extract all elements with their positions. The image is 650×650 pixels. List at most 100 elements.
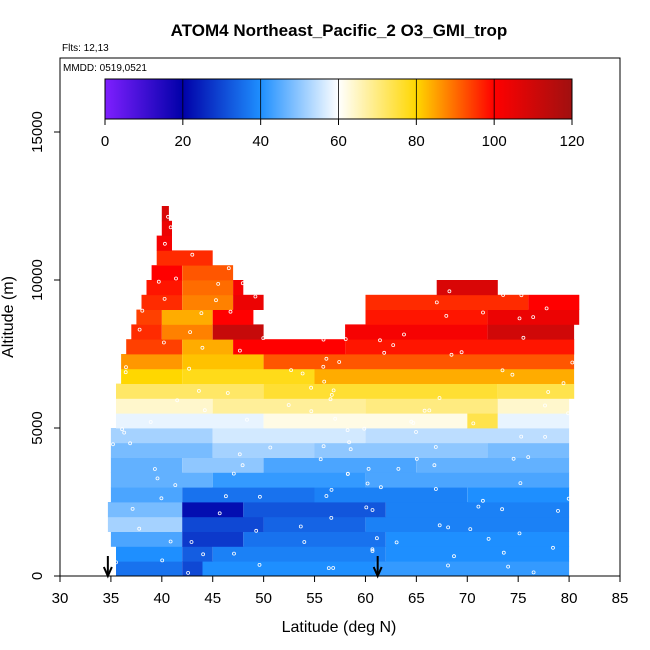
sample-marker	[298, 524, 303, 529]
colorbar-tick-label: 100	[482, 133, 507, 150]
sample-marker	[556, 508, 560, 513]
sample-marker	[543, 403, 547, 408]
sample-marker	[331, 388, 336, 393]
sample-marker	[309, 385, 314, 390]
sample-marker	[437, 396, 442, 400]
sample-marker	[333, 416, 338, 421]
sample-marker	[561, 381, 566, 386]
sample-marker	[326, 566, 331, 570]
sample-marker	[331, 566, 336, 570]
sample-marker	[345, 471, 350, 476]
sample-marker	[546, 390, 551, 394]
heatmap-cell	[375, 561, 570, 577]
sample-marker	[365, 481, 370, 486]
sample-marker	[348, 447, 353, 452]
sample-marker	[481, 310, 485, 315]
colorbar-tick-label: 60	[330, 133, 347, 150]
sample-marker	[200, 345, 205, 350]
sample-marker	[370, 508, 375, 512]
sample-marker	[378, 485, 383, 490]
colorbar-tick-label: 0	[101, 133, 109, 150]
heatmap-cell	[182, 265, 234, 281]
sample-marker	[382, 350, 387, 355]
heatmap-cell	[467, 487, 570, 503]
sample-marker	[566, 411, 570, 416]
x-tick-label: 40	[153, 590, 170, 607]
sample-marker	[511, 456, 516, 461]
sample-marker	[137, 526, 142, 531]
sample-marker	[366, 466, 371, 471]
sample-marker	[459, 350, 464, 355]
y-tick-label: 10000	[29, 259, 46, 301]
sample-marker	[566, 496, 571, 501]
sample-marker	[202, 408, 207, 413]
heatmap-cell	[182, 280, 234, 296]
heatmap-cell	[365, 294, 529, 310]
sample-marker	[268, 445, 273, 450]
sample-marker	[329, 392, 334, 397]
heatmap-cell	[151, 265, 183, 281]
heatmap-cell	[314, 487, 468, 503]
sample-marker	[446, 563, 450, 568]
heatmap-cell	[385, 546, 570, 562]
sample-marker	[240, 281, 245, 286]
heatmap-cell	[436, 280, 498, 296]
sample-marker	[302, 540, 307, 544]
sample-marker	[245, 417, 249, 422]
sample-marker	[531, 315, 536, 320]
sample-marker	[189, 540, 194, 544]
heatmap-cell	[385, 531, 570, 547]
sample-marker	[321, 337, 326, 342]
sample-marker	[156, 279, 161, 284]
heatmap-cell	[263, 413, 468, 429]
sample-marker	[500, 368, 505, 373]
sample-marker	[531, 570, 536, 575]
sample-marker	[518, 481, 523, 486]
sample-marker	[186, 571, 191, 575]
colorbar-ticks: 0 20 40 60 80 100 120	[101, 79, 585, 150]
heatmap-cell	[156, 250, 213, 266]
sample-marker	[257, 494, 262, 499]
heatmap-cell	[182, 354, 264, 370]
colorbar-tick-label: 120	[559, 133, 584, 150]
heatmap-cell	[116, 413, 264, 429]
sample-marker	[347, 440, 352, 445]
x-tick-label: 85	[612, 590, 629, 607]
sample-marker	[168, 539, 173, 544]
sample-marker	[228, 309, 233, 314]
x-tick-label: 80	[561, 590, 578, 607]
plot-area	[60, 58, 620, 579]
sample-marker	[155, 476, 160, 481]
sample-marker	[318, 457, 323, 462]
sample-marker	[175, 398, 180, 403]
sample-marker	[391, 343, 396, 348]
sample-marker	[394, 540, 399, 545]
sample-marker	[321, 444, 326, 449]
x-tick-label: 65	[408, 590, 425, 607]
sample-marker	[510, 372, 515, 377]
sample-marker	[322, 379, 327, 384]
heatmap-cell	[528, 294, 580, 310]
heatmap-cell	[487, 324, 575, 340]
sample-marker	[414, 430, 418, 434]
sample-marker	[506, 564, 511, 569]
heatmap-cell	[182, 457, 264, 473]
sample-marker	[166, 214, 170, 219]
heatmap-cell	[116, 546, 183, 562]
heatmap-cell	[182, 368, 315, 384]
heatmap-cell	[233, 280, 244, 296]
sample-marker	[374, 536, 379, 541]
heatmap-cell	[110, 442, 213, 458]
heatmap-cell	[365, 428, 570, 444]
sample-marker	[434, 300, 439, 305]
sample-marker	[257, 563, 262, 567]
heatmap-cell	[467, 413, 498, 429]
heatmap-cell	[365, 309, 488, 325]
sample-marker	[128, 441, 133, 446]
heatmap-cell	[141, 294, 183, 310]
sample-marker	[468, 527, 473, 531]
heatmap-cell	[233, 339, 346, 355]
sample-marker	[519, 434, 524, 439]
sample-marker	[216, 281, 221, 286]
sample-marker	[337, 360, 342, 364]
